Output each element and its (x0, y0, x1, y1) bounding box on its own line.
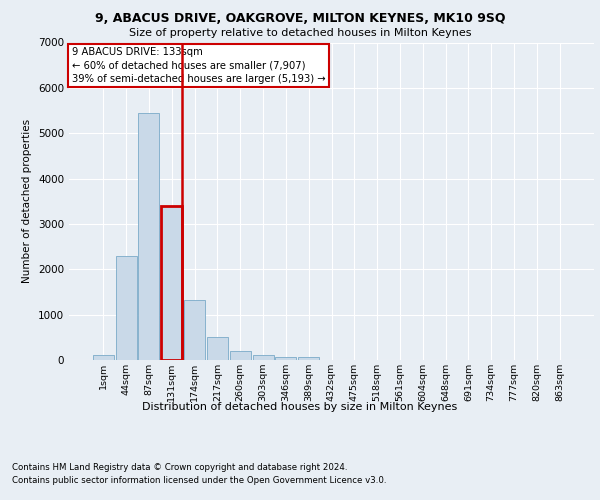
Bar (230, 352, 251, 360)
Text: 9 ABACUS DRIVE: 133sqm
← 60% of detached houses are smaller (7,907)
39% of semi-: 9 ABACUS DRIVE: 133sqm ← 60% of detached… (71, 48, 325, 84)
Text: Size of property relative to detached houses in Milton Keynes: Size of property relative to detached ho… (129, 28, 471, 38)
Text: Distribution of detached houses by size in Milton Keynes: Distribution of detached houses by size … (142, 402, 458, 412)
Y-axis label: Number of detached properties: Number of detached properties (22, 119, 32, 284)
Bar (139, 113, 160, 360)
Text: Contains HM Land Registry data © Crown copyright and database right 2024.: Contains HM Land Registry data © Crown c… (12, 462, 347, 471)
Bar (298, 358, 319, 360)
Bar (275, 356, 296, 360)
Bar (184, 300, 205, 360)
Bar (253, 356, 274, 360)
Bar (116, 256, 137, 360)
Bar (93, 356, 114, 360)
Bar (207, 337, 228, 360)
Text: Contains public sector information licensed under the Open Government Licence v3: Contains public sector information licen… (12, 476, 386, 485)
Text: 9, ABACUS DRIVE, OAKGROVE, MILTON KEYNES, MK10 9SQ: 9, ABACUS DRIVE, OAKGROVE, MILTON KEYNES… (95, 12, 505, 24)
Bar (161, 206, 182, 360)
